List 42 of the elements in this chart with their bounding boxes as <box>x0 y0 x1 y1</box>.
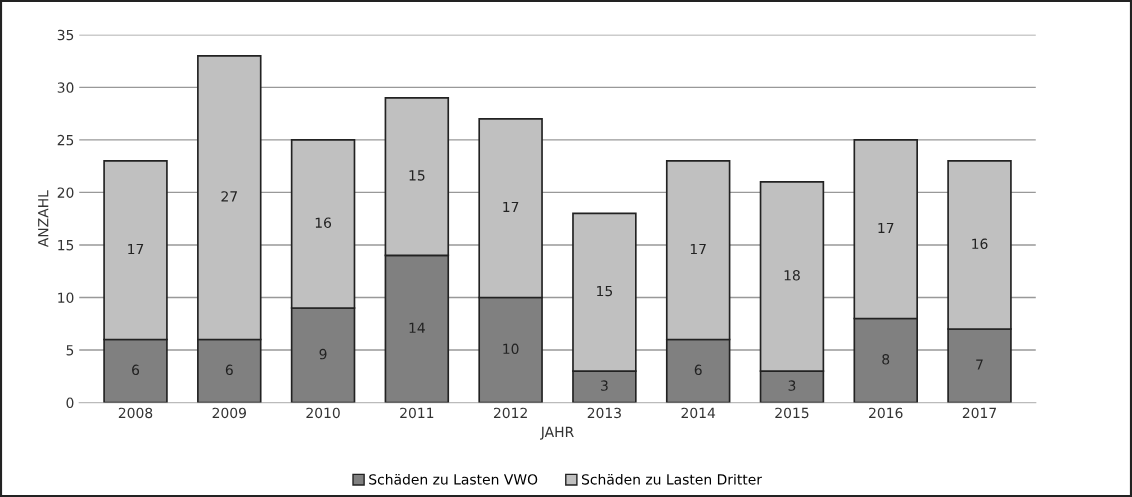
x-tick-label: 2014 <box>681 407 716 419</box>
x-tick-label: 2010 <box>306 407 340 419</box>
y-tick-label: 30 <box>57 82 74 93</box>
y-tick-label: 0 <box>66 397 74 409</box>
y-tick-label: 10 <box>58 292 74 303</box>
y-tick-label: 20 <box>57 187 74 198</box>
y-tick-label: 5 <box>66 345 74 356</box>
y-axis-title: ANZAHL <box>38 190 49 248</box>
x-tick-label: 2011 <box>400 407 434 419</box>
data-label: 17 <box>690 243 706 255</box>
y-tick-label: 15 <box>58 240 74 251</box>
data-label: 9 <box>319 348 327 360</box>
data-label: 3 <box>601 380 608 391</box>
data-label: 14 <box>409 322 425 333</box>
data-label: 27 <box>221 191 237 202</box>
data-label: 17 <box>503 201 519 212</box>
legend-label: Schäden zu Lasten VWO <box>369 473 538 485</box>
data-label: 6 <box>694 364 702 376</box>
data-label: 6 <box>225 364 233 376</box>
legend-label: Schäden zu Lasten Dritter <box>581 473 763 485</box>
data-label: 18 <box>784 270 800 281</box>
data-label: 16 <box>315 217 332 228</box>
x-axis-title: JAHR <box>540 426 574 440</box>
data-label: 15 <box>597 285 613 297</box>
data-label: 8 <box>882 354 890 365</box>
data-label: 10 <box>503 343 519 355</box>
x-tick-label: 2008 <box>118 407 153 419</box>
data-label: 17 <box>878 222 894 234</box>
y-tick-label: 35 <box>57 29 74 41</box>
data-label: 17 <box>128 243 144 255</box>
x-tick-label: 2012 <box>493 407 527 419</box>
data-label: 6 <box>132 364 140 376</box>
y-tick-label: 25 <box>57 134 74 146</box>
data-label: 3 <box>788 380 796 391</box>
data-label: 7 <box>976 359 983 370</box>
data-label: 16 <box>972 238 988 249</box>
x-tick-label: 2017 <box>962 407 996 419</box>
x-tick-label: 2013 <box>587 407 621 419</box>
x-tick-label: 2016 <box>869 407 903 419</box>
data-label: 15 <box>409 170 425 181</box>
x-tick-label: 2009 <box>212 407 246 419</box>
x-tick-label: 2015 <box>775 407 809 419</box>
